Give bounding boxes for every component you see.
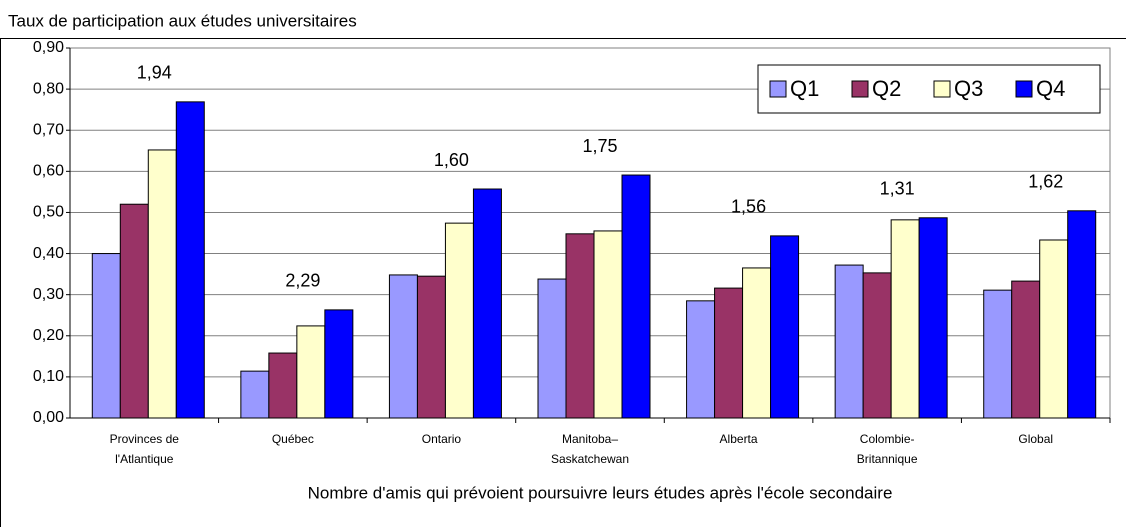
x-tick-label: Alberta	[720, 432, 758, 446]
annotation: 1,75	[582, 136, 617, 156]
bar	[444, 222, 474, 419]
bar	[324, 309, 354, 419]
bar	[862, 272, 892, 419]
legend-swatch	[933, 80, 951, 98]
x-tick-label: Québec	[272, 432, 314, 446]
bar	[621, 174, 651, 419]
chart-frame	[0, 38, 1126, 527]
legend-swatch	[769, 80, 787, 98]
bar	[918, 217, 948, 419]
bar	[565, 233, 595, 419]
bar	[714, 287, 744, 419]
bar	[593, 230, 623, 419]
annotation: 1,60	[434, 150, 469, 170]
y-tick-label: 0,60	[33, 163, 64, 180]
x-tick-label: Manitoba– Saskatchewan	[551, 432, 629, 466]
x-tick-label-line: Global	[1018, 432, 1053, 446]
y-tick-label: 0,70	[33, 121, 64, 138]
x-tick-label-line: Manitoba–	[562, 432, 618, 446]
legend-label: Q1	[790, 76, 819, 101]
annotation: 1,94	[137, 63, 172, 83]
bar	[416, 275, 446, 419]
bar	[1039, 239, 1069, 419]
bar	[1011, 280, 1041, 419]
x-tick-label-line: Provinces de	[110, 432, 180, 446]
bar	[742, 267, 772, 419]
annotation: 1,31	[880, 179, 915, 199]
x-tick-label-line: l'Atlantique	[115, 452, 174, 466]
bar	[1067, 210, 1097, 419]
legend-label: Q3	[954, 76, 983, 101]
y-tick-label: 0,30	[33, 286, 64, 303]
legend-label: Q4	[1036, 76, 1065, 101]
bar	[834, 264, 864, 419]
legend-box	[757, 64, 1101, 114]
x-tick-label-line: Britannique	[857, 452, 918, 466]
x-tick-label: Ontario	[422, 432, 462, 446]
bar	[890, 219, 920, 419]
x-tick-label-line: Ontario	[422, 432, 462, 446]
bar	[268, 352, 298, 419]
x-tick-label-line: Saskatchewan	[551, 452, 629, 466]
bar	[91, 253, 121, 419]
bar	[175, 101, 205, 419]
x-tick-label: Global	[1018, 432, 1053, 446]
bar	[472, 188, 502, 419]
annotation: 2,29	[285, 271, 320, 291]
x-tick-label-line: Colombie-	[860, 432, 915, 446]
annotation: 1,56	[731, 197, 766, 217]
x-tick-label-line: Québec	[272, 432, 314, 446]
bar	[983, 289, 1013, 419]
bar	[240, 370, 270, 419]
y-tick-label: 0,20	[33, 327, 64, 344]
y-tick-label: 0,00	[33, 409, 64, 426]
bar	[119, 203, 149, 419]
bar	[296, 325, 326, 419]
bar	[388, 274, 418, 419]
y-tick-label: 0,40	[33, 245, 64, 262]
legend-swatch	[851, 80, 869, 98]
x-tick-label: Provinces de l'Atlantique	[110, 432, 180, 466]
y-axis-label: Taux de participation aux études univers…	[8, 11, 357, 30]
annotation: 1,62	[1028, 172, 1063, 192]
x-axis-label: Nombre d'amis qui prévoient poursuivre l…	[308, 483, 893, 502]
x-tick-label-line: Alberta	[720, 432, 758, 446]
y-tick-label: 0,10	[33, 368, 64, 385]
y-tick-label: 0,90	[33, 39, 64, 56]
legend-swatch	[1015, 80, 1033, 98]
bar	[537, 278, 567, 419]
bar	[147, 149, 177, 419]
x-tick-label: Colombie- Britannique	[857, 432, 918, 466]
y-tick-label: 0,50	[33, 204, 64, 221]
legend-label: Q2	[872, 76, 901, 101]
bar	[686, 300, 716, 419]
bar	[770, 235, 800, 419]
y-tick-label: 0,80	[33, 80, 64, 97]
